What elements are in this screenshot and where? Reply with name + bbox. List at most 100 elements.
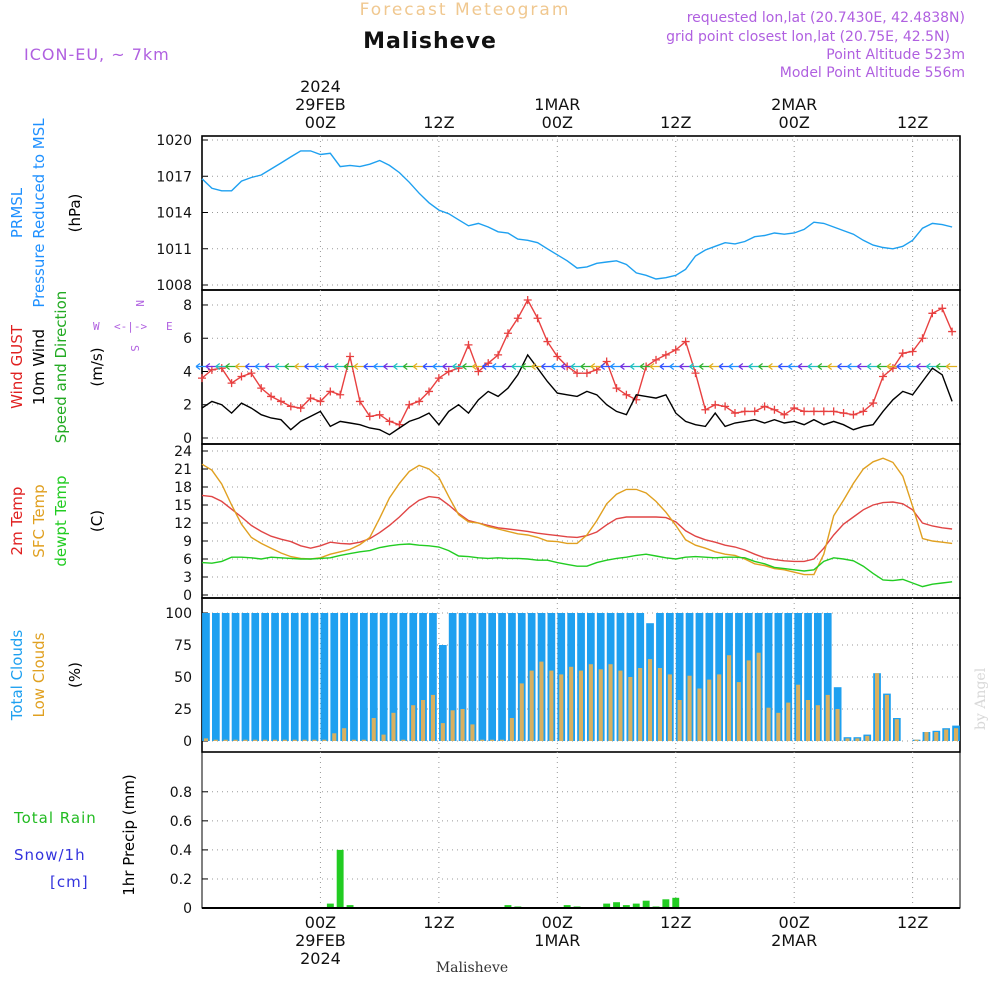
low-cloud-bar [667,674,672,741]
low-cloud-bar [332,733,337,741]
gust-marker [938,304,947,313]
wind-arrow [333,363,346,370]
wind-arrow [748,363,760,370]
wind-arrow [945,363,958,370]
wind-arrow [254,363,267,370]
wind-arrow [264,363,277,370]
gust-marker [227,379,236,388]
top-time-label: 12Z [660,113,691,132]
gust-marker [444,367,453,376]
wind-arrow [837,363,849,370]
wind-arrow [412,363,425,370]
wind-compass: N W <-|-> E S [93,300,173,352]
gust-marker [819,407,828,416]
wind-arrow [580,363,592,370]
total-cloud-bar [290,613,299,741]
low-cloud-bar [509,718,514,741]
low-cloud-bar [628,677,633,741]
wind-arrow [323,363,336,370]
wind-arrow [550,363,563,370]
gust-marker [326,387,335,396]
side-label: SFC Temp [30,484,48,557]
rain-bar [662,899,670,908]
low-cloud-bar [401,739,406,741]
total-cloud-bar [419,613,427,741]
gust-marker [740,407,749,416]
low-cloud-bar [608,664,613,741]
gust-marker [809,407,818,416]
total-cloud-bar [458,613,467,741]
low-cloud-bar [569,666,574,741]
low-cloud-bar [884,694,889,741]
side-label: Total Clouds [8,630,26,722]
gust-marker [948,327,957,336]
bottom-time-label: 2024 [300,949,341,968]
watermark: by Angel [973,667,989,730]
series-line [201,353,953,436]
low-cloud-bar [924,732,929,741]
low-cloud-bar [687,675,692,741]
wind-arrow [304,363,316,370]
wind-arrow [886,363,898,370]
compass-south: S [128,345,141,352]
rain-bar [603,903,611,908]
wind-arrow [669,363,681,370]
y-tick-label: 21 [174,462,192,478]
side-label: 2m Temp [8,487,26,556]
compass-north: N [133,300,146,307]
wind-arrow [797,363,810,370]
wind-arrow [649,363,662,370]
gust-marker [760,402,769,411]
bottom-time-label: 12Z [660,913,691,932]
low-cloud-bar [500,739,505,741]
wind-arrow [817,363,829,370]
gust-marker [582,369,591,378]
wind-arrow [284,363,296,370]
total-cloud-bar [804,613,812,741]
panel-frame [201,443,961,599]
wind-arrow [560,363,573,370]
low-cloud-bar [648,659,653,741]
low-cloud-bar [253,739,258,741]
bottom-time-label: 12Z [423,913,454,932]
low-cloud-bar [766,707,771,741]
total-cloud-bar [735,613,743,741]
total-cloud-bar [300,613,309,741]
y-tick-label: 1017 [156,169,192,185]
low-cloud-bar [657,668,662,741]
wind-arrow [294,363,306,370]
wind-arrow [935,363,948,370]
wind-arrow [718,363,731,370]
rain-bar [632,903,640,908]
unit-label: (%) [66,662,84,688]
total-cloud-bar [221,613,230,741]
wind-arrow [481,363,494,370]
total-cloud-bar [310,613,319,741]
compass-west: W [93,320,100,333]
low-cloud-bar [776,712,781,741]
unit-label: (hPa) [66,194,84,233]
wind-arrow [807,363,819,370]
low-cloud-bar [815,705,820,741]
panel-frame [201,751,961,909]
wind-arrow [314,363,326,370]
y-tick-label: 50 [174,670,192,686]
y-tick-label: 18 [174,480,192,496]
low-cloud-bar [954,728,959,741]
low-cloud-bar [223,739,228,741]
y-tick-label: 0.4 [170,843,192,859]
model-label: ICON-EU, ~ 7km [24,45,170,64]
total-cloud-bar [448,613,457,741]
series-line [201,298,953,426]
rain-bar [504,905,512,908]
side-label: Snow/1h [14,846,86,864]
low-cloud-bar [796,684,801,741]
panel-wind: 0 2 4 6 8 Wind GUST 10m Wind Speed and Directio… [8,289,961,447]
gust-marker [336,390,345,399]
gust-marker [454,364,463,373]
total-cloud-bar [281,613,289,741]
total-cloud-bar [468,613,477,741]
wind-arrow [501,363,513,370]
side-label: PRMSL [8,187,26,238]
